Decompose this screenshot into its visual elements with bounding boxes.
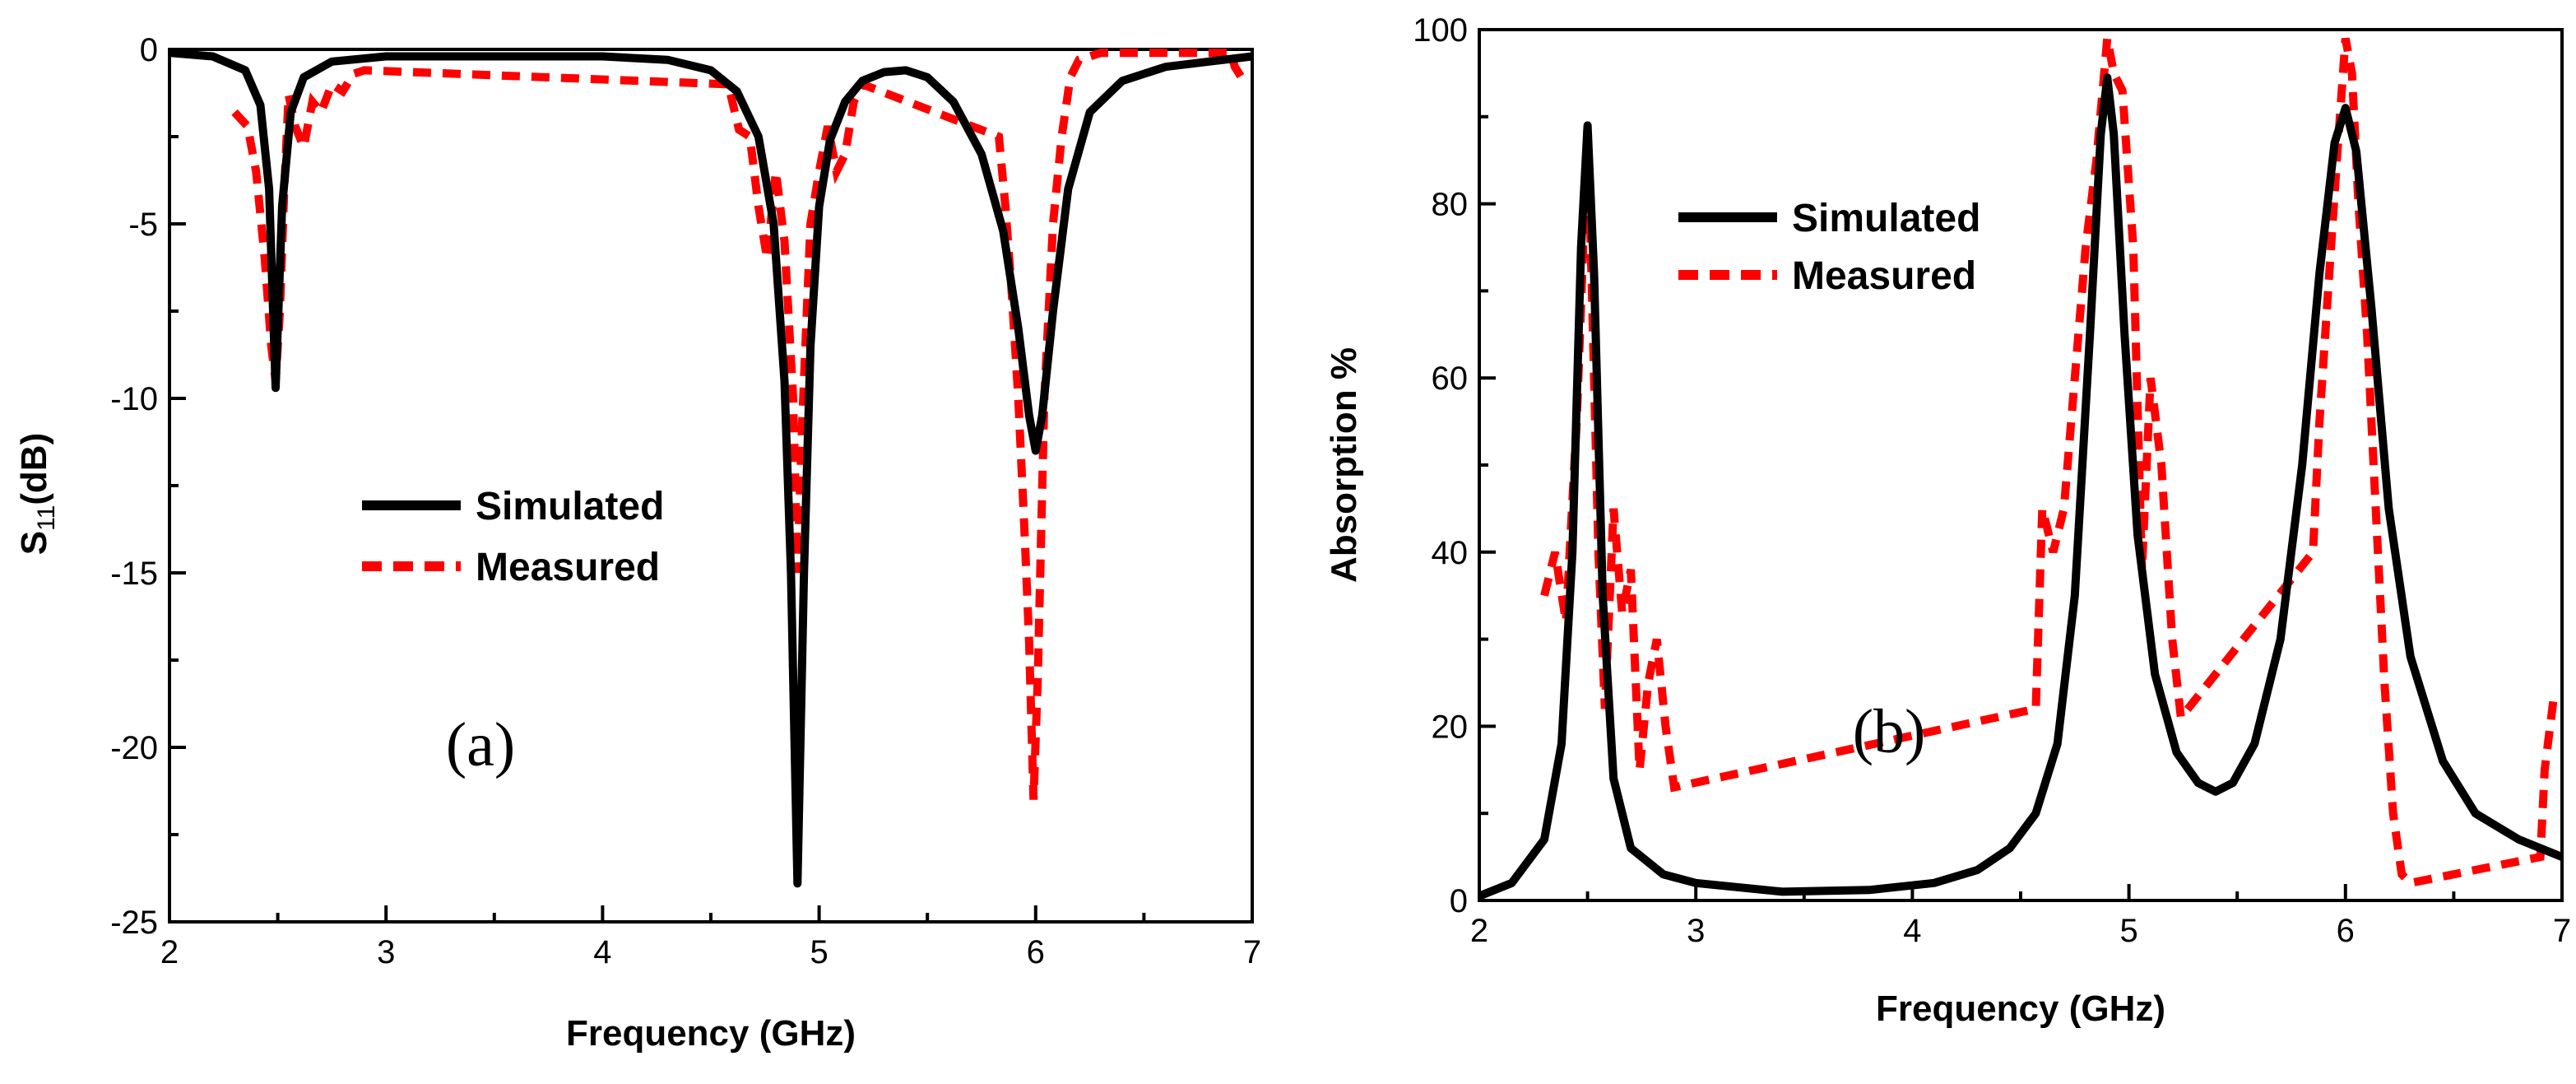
chart-a-legend-measured-label: Measured	[476, 546, 660, 589]
chart-b-legend: Simulated Measured	[1678, 197, 1980, 298]
chart-a-x-tick-label: 3	[377, 934, 395, 970]
chart-b-legend-measured-label: Measured	[1792, 254, 1976, 298]
chart-a: 2 3 4 5 6 7 0 -5 -10 -15 -20 -25 Frequency (GHz) S1…	[14, 32, 1261, 1054]
chart-a-y-tick-label: -5	[128, 207, 158, 243]
chart-a-x-tick-label: 2	[160, 934, 179, 970]
chart-b-x-axis-title: Frequency (GHz)	[1876, 989, 2165, 1029]
chart-a-ticks: 2 3 4 5 6 7 0 -5 -10 -15 -20 -25	[110, 32, 1261, 970]
chart-a-y-axis-title-main: S	[14, 531, 54, 555]
chart-a-panel-label: (a)	[446, 710, 515, 779]
chart-a-y-axis-title: S11(dB)	[14, 433, 60, 555]
chart-a-x-tick-label: 7	[1243, 934, 1261, 970]
chart-b: 2 3 4 5 6 7 0 20 40 60 80 100 Frequency (GHz) Absor…	[1324, 12, 2571, 1029]
chart-a-y-axis-title-sub: 11	[33, 505, 60, 531]
chart-a-legend-simulated-label: Simulated	[476, 485, 664, 528]
chart-b-x-tick-label: 7	[2553, 913, 2571, 949]
chart-a-series-simulated	[169, 49, 1253, 888]
chart-b-x-tick-label: 3	[1687, 913, 1705, 949]
chart-a-y-tick-label: -15	[110, 556, 158, 592]
chart-a-y-tick-label: -20	[110, 730, 158, 766]
chart-a-x-axis-title: Frequency (GHz)	[566, 1013, 856, 1054]
chart-b-y-axis-title: Absorption %	[1324, 347, 1364, 583]
chart-b-series-measured	[1540, 37, 2558, 888]
chart-a-plot-frame	[168, 48, 1254, 923]
chart-b-y-tick-label: 80	[1432, 187, 1469, 223]
chart-b-plot-frame	[1478, 28, 2564, 902]
chart-a-legend: Simulated Measured	[362, 485, 664, 589]
chart-b-panel-label: (b)	[1853, 697, 1926, 766]
chart-a-y-tick-label: 0	[140, 32, 158, 68]
chart-a-series-measured	[231, 49, 1246, 800]
chart-b-y-tick-label: 60	[1432, 361, 1469, 397]
chart-b-series-simulated	[1478, 73, 2564, 900]
chart-b-legend-simulated-label: Simulated	[1792, 197, 1980, 240]
chart-b-y-tick-label: 20	[1432, 709, 1469, 745]
chart-b-y-tick-label: 0	[1450, 883, 1468, 919]
chart-b-ticks: 2 3 4 5 6 7 0 20 40 60 80 100	[1413, 12, 2571, 949]
chart-b-x-tick-label: 5	[2119, 913, 2137, 949]
chart-a-y-tick-label: -25	[110, 905, 158, 941]
chart-a-y-tick-label: -10	[110, 381, 158, 417]
chart-b-y-tick-label: 40	[1432, 535, 1469, 571]
chart-a-y-axis-title-tail: (dB)	[14, 433, 54, 505]
chart-a-x-tick-label: 6	[1027, 934, 1045, 970]
chart-b-y-tick-label: 100	[1413, 12, 1468, 49]
chart-a-series	[169, 49, 1253, 888]
chart-b-series	[1478, 37, 2564, 900]
chart-b-x-tick-label: 2	[1470, 913, 1488, 949]
chart-a-x-tick-label: 5	[810, 934, 828, 970]
chart-b-x-tick-label: 6	[2337, 913, 2355, 949]
chart-b-x-tick-label: 4	[1903, 913, 1921, 949]
chart-a-x-tick-label: 4	[593, 934, 611, 970]
